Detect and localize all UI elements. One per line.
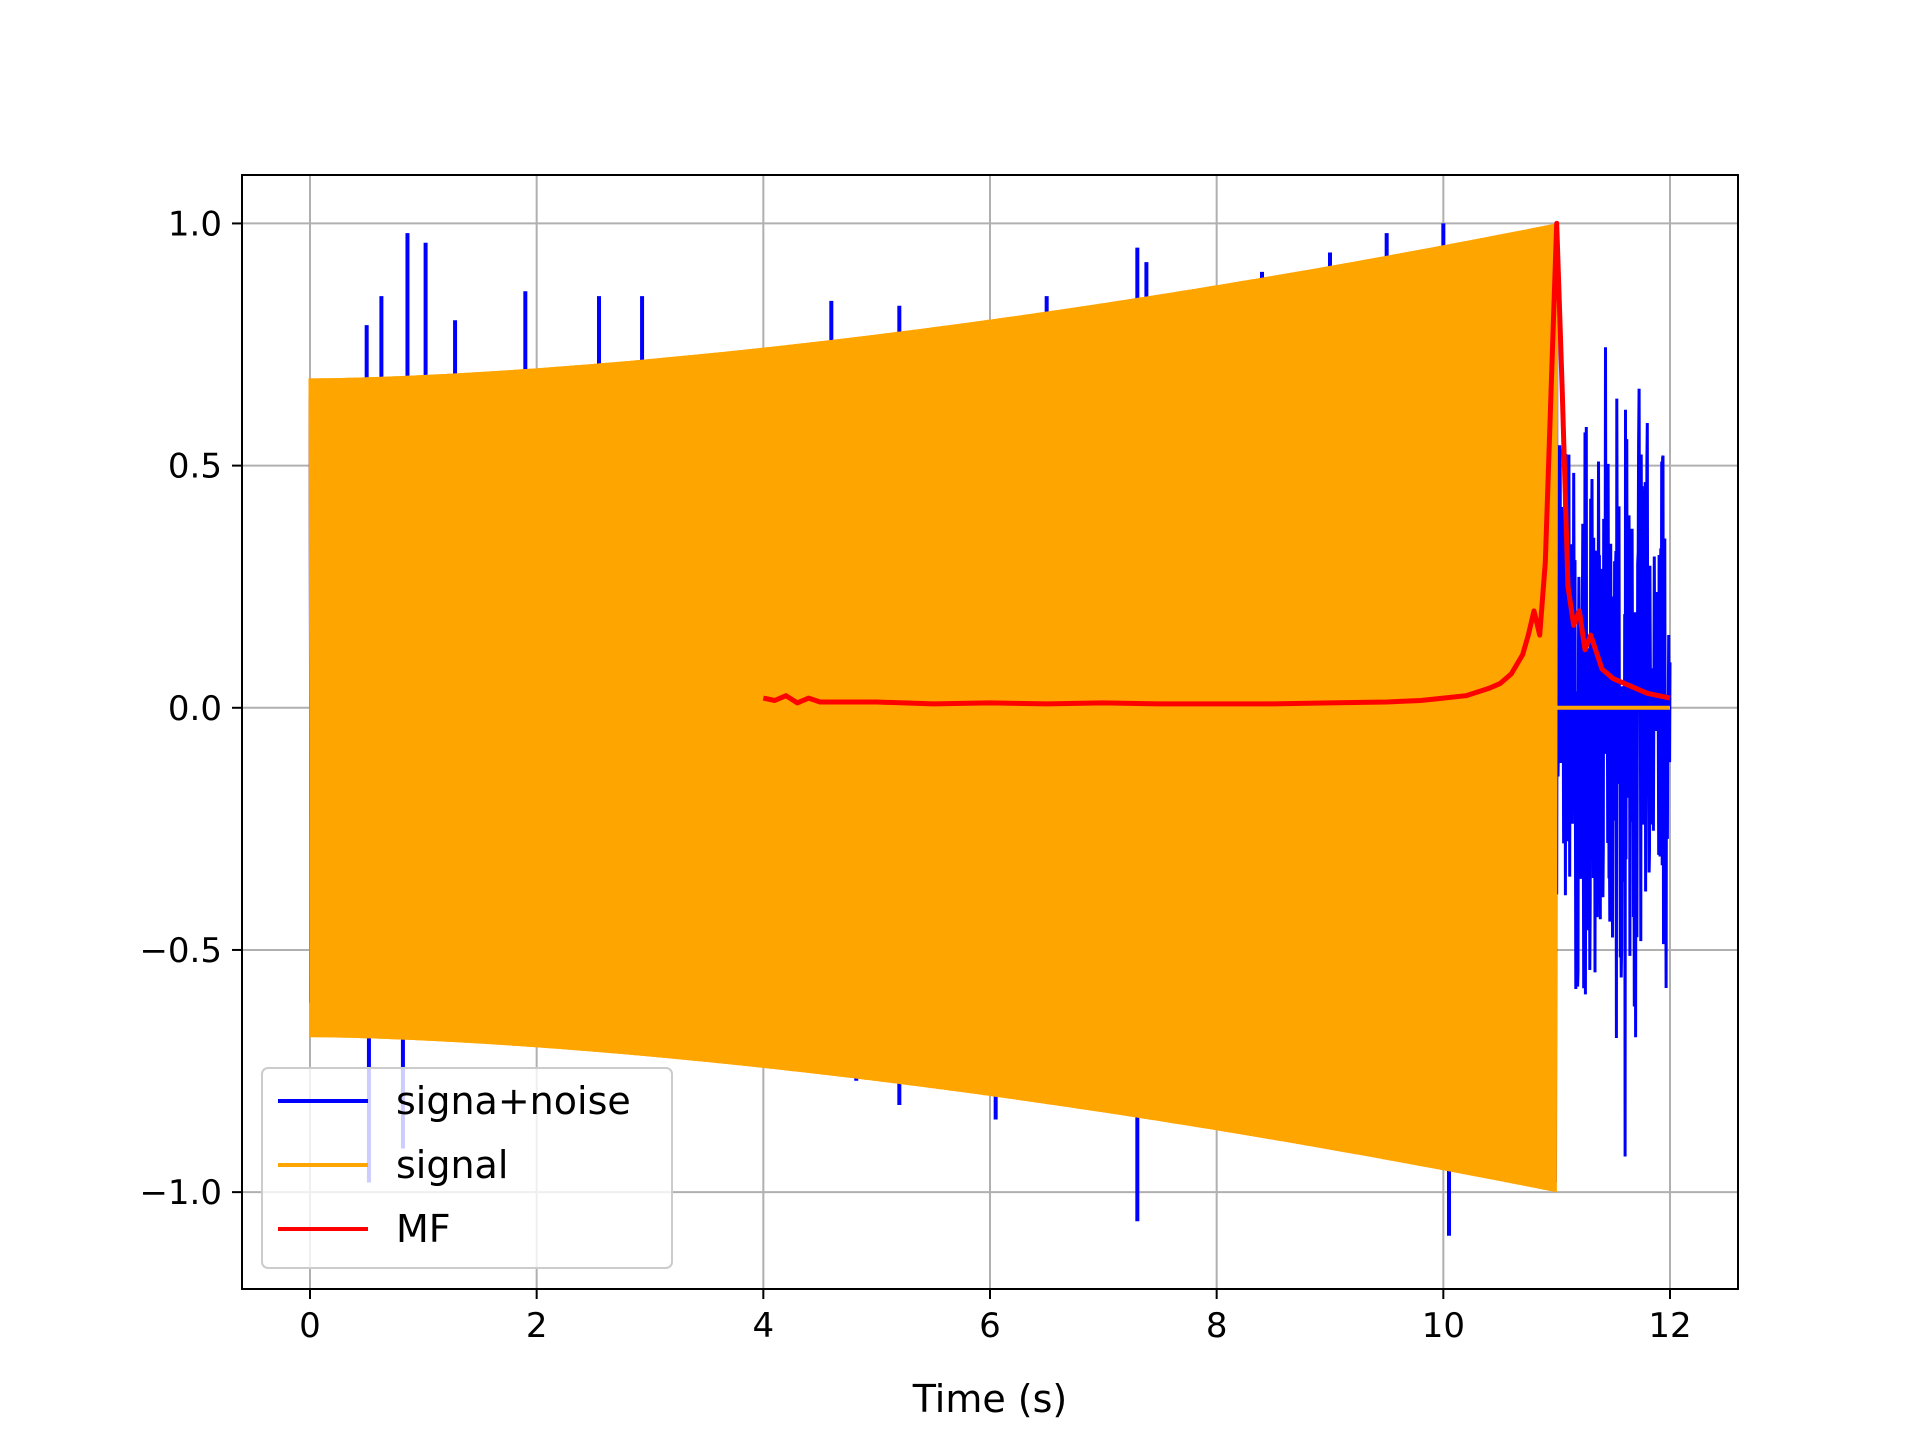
y-tick-label: 1.0 — [168, 204, 222, 244]
x-tick-label: 8 — [1206, 1306, 1228, 1346]
legend-label-signal: signal — [396, 1143, 508, 1187]
x-tick-label: 4 — [753, 1306, 775, 1346]
x-tick-label: 0 — [299, 1306, 321, 1346]
y-tick-label: −0.5 — [139, 931, 222, 971]
series-mf-line — [762, 220, 1671, 707]
legend-label-mf: MF — [396, 1207, 451, 1251]
x-tick-label: 10 — [1422, 1306, 1465, 1346]
x-axis-label: Time (s) — [912, 1377, 1068, 1421]
series-signal-line — [308, 223, 1559, 1192]
legend: signa+noise signal MF — [261, 1067, 673, 1269]
y-tick-label: −1.0 — [139, 1173, 222, 1213]
legend-label-signal-noise: signa+noise — [396, 1079, 631, 1123]
x-tick-label: 6 — [979, 1306, 1001, 1346]
ticks: 0 2 4 6 8 10 12 −1.0 −0.5 0.0 0.5 1.0 — [139, 204, 1691, 1346]
legend-box — [261, 1067, 673, 1269]
y-tick-label: 0.5 — [168, 447, 222, 487]
x-tick-label: 2 — [526, 1306, 548, 1346]
plot-area — [308, 220, 1672, 1236]
x-tick-label: 12 — [1648, 1306, 1691, 1346]
y-tick-label: 0.0 — [168, 689, 222, 729]
